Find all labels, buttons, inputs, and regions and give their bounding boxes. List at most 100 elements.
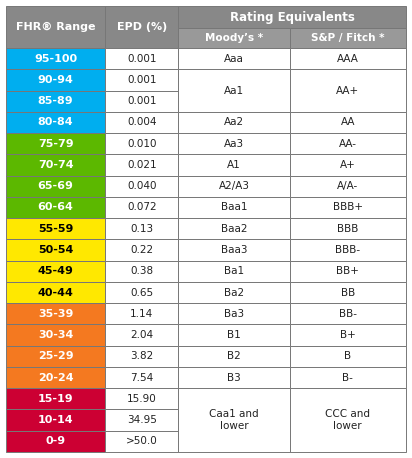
Text: 34.95: 34.95	[127, 415, 157, 425]
Text: BBB: BBB	[337, 224, 358, 234]
Text: 90-94: 90-94	[37, 75, 73, 85]
Bar	[105, 324, 178, 346]
Text: FHR® Range: FHR® Range	[16, 22, 95, 32]
Bar	[178, 218, 290, 240]
Text: Aa3: Aa3	[224, 139, 244, 149]
Bar	[178, 48, 290, 69]
Text: 30-34: 30-34	[38, 330, 73, 340]
Text: A/A-: A/A-	[337, 181, 358, 191]
Text: 75-79: 75-79	[38, 139, 73, 149]
Text: Aaa: Aaa	[224, 54, 244, 64]
Text: Ba3: Ba3	[224, 309, 244, 319]
Text: Ba2: Ba2	[224, 288, 244, 298]
Text: AA+: AA+	[336, 86, 359, 96]
Text: 85-89: 85-89	[38, 96, 73, 106]
Bar	[105, 91, 178, 112]
Text: Rating Equivalents: Rating Equivalents	[230, 11, 355, 23]
Text: 3.82: 3.82	[130, 351, 153, 361]
Text: 2.04: 2.04	[130, 330, 153, 340]
Text: 80-84: 80-84	[38, 117, 73, 127]
Bar	[290, 261, 406, 282]
Text: Baa3: Baa3	[221, 245, 247, 255]
Bar	[6, 240, 105, 261]
Bar	[6, 388, 105, 409]
Bar	[290, 282, 406, 303]
Text: B: B	[344, 351, 351, 361]
Bar	[290, 28, 406, 48]
Text: 95-100: 95-100	[34, 54, 77, 64]
Text: 0.040: 0.040	[127, 181, 157, 191]
Text: AAA: AAA	[337, 54, 359, 64]
Bar	[178, 303, 290, 324]
Bar	[105, 69, 178, 91]
Text: 0.072: 0.072	[127, 202, 157, 213]
Bar	[6, 282, 105, 303]
Text: Baa1: Baa1	[221, 202, 247, 213]
Bar	[105, 154, 178, 175]
Bar	[105, 48, 178, 69]
Text: B-: B-	[342, 372, 353, 382]
Bar	[6, 367, 105, 388]
Bar	[6, 48, 105, 69]
Text: Aa2: Aa2	[224, 117, 244, 127]
Text: 0.010: 0.010	[127, 139, 157, 149]
Text: 20-24: 20-24	[38, 372, 73, 382]
Bar	[6, 324, 105, 346]
Bar	[178, 112, 290, 133]
Text: 15.90: 15.90	[127, 394, 157, 404]
Bar	[290, 48, 406, 69]
Text: Ba1: Ba1	[224, 266, 244, 276]
Bar	[290, 324, 406, 346]
Bar	[178, 346, 290, 367]
Bar	[105, 431, 178, 452]
Bar	[178, 69, 290, 112]
Text: 50-54: 50-54	[38, 245, 73, 255]
Text: S&P / Fitch *: S&P / Fitch *	[311, 33, 384, 43]
Bar	[6, 218, 105, 240]
Bar	[290, 346, 406, 367]
Text: BB: BB	[341, 288, 355, 298]
Bar	[290, 133, 406, 154]
Bar	[6, 154, 105, 175]
Text: CCC and
lower: CCC and lower	[325, 409, 370, 431]
Bar	[105, 6, 178, 48]
Text: 0.001: 0.001	[127, 75, 157, 85]
Bar	[290, 388, 406, 452]
Bar	[178, 240, 290, 261]
Text: 0.004: 0.004	[127, 117, 157, 127]
Bar	[105, 409, 178, 431]
Text: 70-74: 70-74	[38, 160, 73, 170]
Text: 0.001: 0.001	[127, 54, 157, 64]
Bar	[105, 261, 178, 282]
Text: Moody’s *: Moody’s *	[205, 33, 263, 43]
Text: 0.021: 0.021	[127, 160, 157, 170]
Bar	[105, 133, 178, 154]
Bar	[178, 28, 290, 48]
Text: AA-: AA-	[339, 139, 357, 149]
Bar	[6, 303, 105, 324]
Bar	[6, 261, 105, 282]
Text: 0.13: 0.13	[130, 224, 153, 234]
Text: 10-14: 10-14	[38, 415, 73, 425]
Bar	[178, 324, 290, 346]
Bar	[105, 175, 178, 197]
Bar	[105, 388, 178, 409]
Text: B2: B2	[227, 351, 241, 361]
Text: 60-64: 60-64	[37, 202, 73, 213]
Text: Aa1: Aa1	[224, 86, 244, 96]
Bar	[6, 431, 105, 452]
Bar	[105, 303, 178, 324]
Bar	[6, 112, 105, 133]
Text: 0.22: 0.22	[130, 245, 153, 255]
Text: Caa1 and
lower: Caa1 and lower	[209, 409, 259, 431]
Text: 45-49: 45-49	[37, 266, 73, 276]
Text: A+: A+	[340, 160, 356, 170]
Bar	[6, 133, 105, 154]
Bar	[6, 69, 105, 91]
Text: B+: B+	[340, 330, 356, 340]
Bar	[6, 346, 105, 367]
Bar	[105, 346, 178, 367]
Text: 0-9: 0-9	[46, 436, 66, 447]
Bar	[290, 154, 406, 175]
Bar	[105, 218, 178, 240]
